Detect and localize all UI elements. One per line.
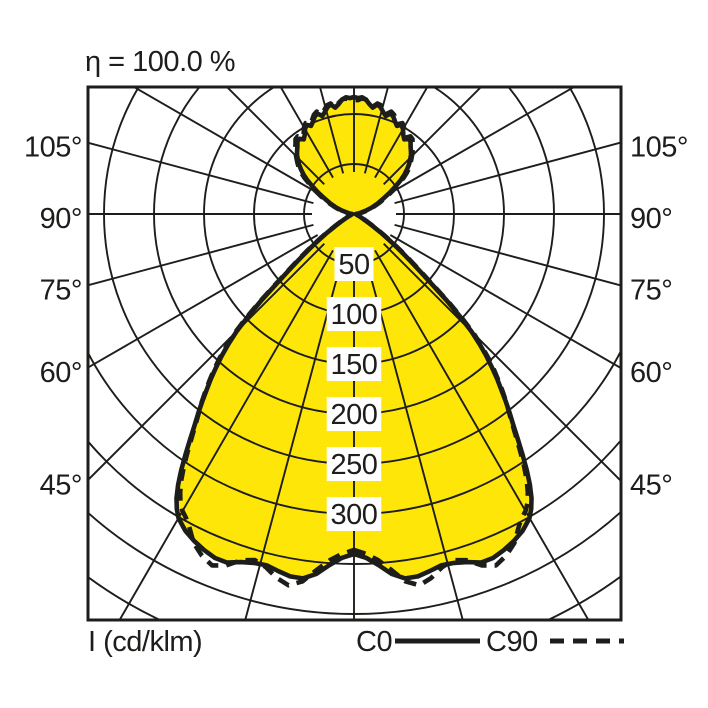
angle-label-left-60: 60° (40, 357, 82, 389)
grid-radial-240 (132, 87, 319, 194)
angle-label-right-105: 105° (630, 132, 688, 164)
ring-label-250: 250 (331, 449, 378, 481)
angle-label-right-60: 60° (630, 357, 672, 389)
grid-radial-120 (389, 87, 576, 194)
angle-label-left-75: 75° (40, 274, 82, 306)
grid-radial-255 (88, 141, 314, 205)
plot-frame (86, 85, 623, 622)
ring-labels: 50 100 150 200 250 300 (326, 247, 382, 531)
ring-label-box (326, 347, 382, 381)
angle-label-right-45: 45° (630, 470, 672, 502)
ring-label-box (326, 497, 382, 531)
angle-labels: 105° 105° 90° 90° 75° 75° 60° 60° 45° 45° (24, 132, 688, 502)
curve-c90 (177, 96, 531, 588)
grid-radial-105 (394, 141, 621, 205)
distribution-curves (174, 94, 534, 588)
grid-radial-30 (374, 249, 590, 620)
legend-c90-label: C90 (486, 626, 538, 658)
ring-label-300: 300 (331, 499, 378, 531)
unit-label: I (cd/klm) (88, 626, 202, 658)
grid-radial-300 (88, 234, 319, 369)
grid-radial-15 (363, 254, 464, 620)
angle-label-right-75: 75° (630, 274, 672, 306)
grid-radial-225 (225, 87, 325, 185)
grid-radial-285 (88, 223, 314, 287)
ring-label-200: 200 (331, 399, 378, 431)
grid-radial-330 (118, 249, 334, 620)
grid-radial-345 (244, 254, 345, 620)
ring-label-100: 100 (331, 299, 378, 331)
legend-c0-label: C0 (356, 626, 392, 658)
angle-label-left-45: 45° (40, 470, 82, 502)
ring-label-box (326, 297, 382, 331)
efficiency-label: η = 100.0 % (85, 46, 235, 78)
grid-radial-75 (394, 223, 621, 287)
grid-radial-135 (383, 87, 483, 185)
ring-label-50: 50 (338, 249, 369, 281)
ring-label-box (334, 247, 374, 281)
angle-label-left-105: 105° (24, 132, 82, 164)
legend: I (cd/klm) C0 C90 (88, 626, 624, 658)
angle-label-left-90: 90° (40, 203, 82, 235)
ring-label-box (326, 447, 382, 481)
angle-label-right-90: 90° (630, 203, 672, 235)
ring-label-150: 150 (331, 349, 378, 381)
ring-label-box (326, 397, 382, 431)
grid-radial-60 (389, 234, 621, 370)
